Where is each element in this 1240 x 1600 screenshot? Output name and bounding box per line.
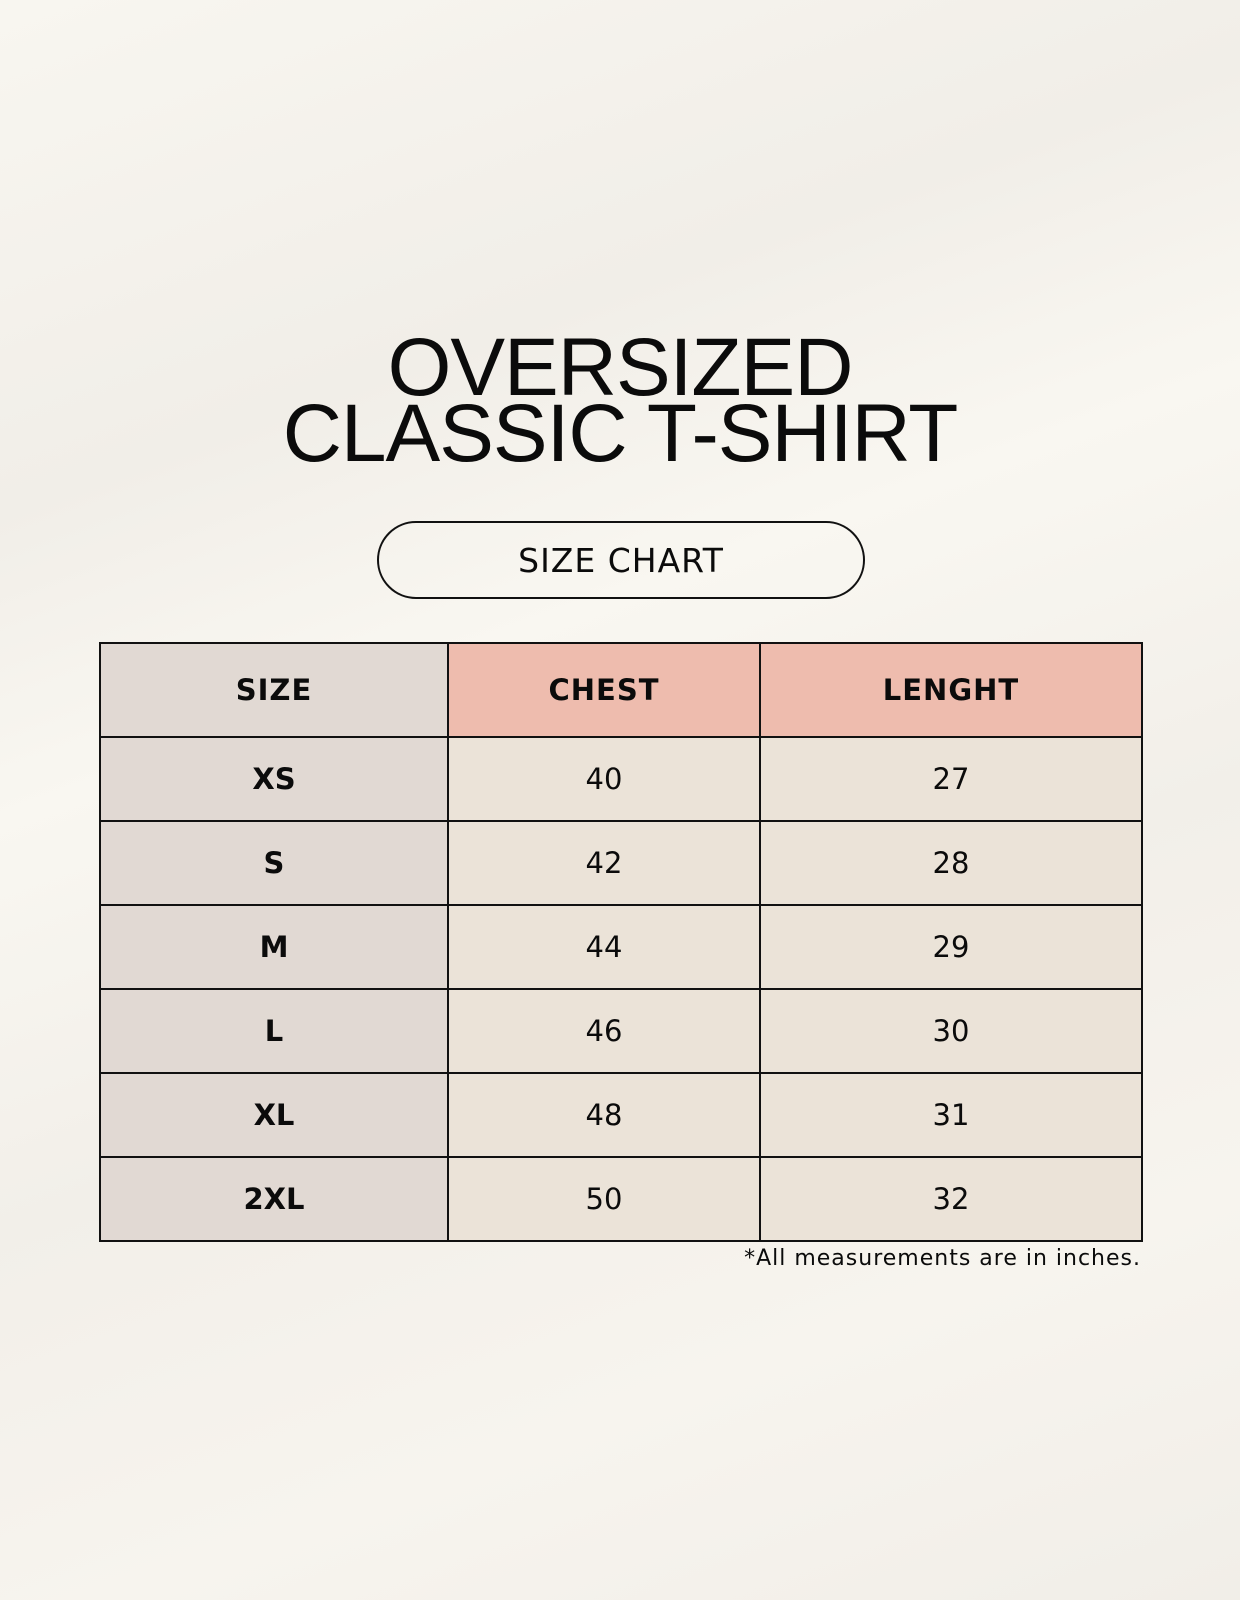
table-row: XL 48 31 bbox=[99, 1072, 1144, 1158]
table-row: 2XL 50 32 bbox=[99, 1156, 1144, 1242]
length-cell: 31 bbox=[758, 1072, 1144, 1158]
table-row: XS 40 27 bbox=[99, 736, 1144, 822]
header-length: LENGHT bbox=[758, 642, 1144, 738]
table-row: M 44 29 bbox=[99, 904, 1144, 990]
length-cell: 32 bbox=[758, 1156, 1144, 1242]
page-title: OVERSIZED CLASSIC T-SHIRT bbox=[0, 322, 1240, 479]
footnote: *All measurements are in inches. bbox=[744, 1246, 1141, 1271]
size-chart-badge: SIZE CHART bbox=[377, 521, 865, 599]
chest-cell: 48 bbox=[447, 1072, 761, 1158]
chest-cell: 44 bbox=[447, 904, 761, 990]
length-cell: 30 bbox=[758, 988, 1144, 1074]
header-size: SIZE bbox=[99, 642, 449, 738]
size-cell: XL bbox=[99, 1072, 449, 1158]
title-line-2: CLASSIC T-SHIRT bbox=[282, 388, 959, 479]
length-cell: 28 bbox=[758, 820, 1144, 906]
size-cell: S bbox=[99, 820, 449, 906]
table-header-row: SIZE CHEST LENGHT bbox=[99, 642, 1144, 738]
size-cell: M bbox=[99, 904, 449, 990]
chest-cell: 42 bbox=[447, 820, 761, 906]
chest-cell: 50 bbox=[447, 1156, 761, 1242]
size-cell: 2XL bbox=[99, 1156, 449, 1242]
length-cell: 27 bbox=[758, 736, 1144, 822]
table-row: S 42 28 bbox=[99, 820, 1144, 906]
size-table: SIZE CHEST LENGHT XS 40 27 S 42 28 M 44 29 L 46 30 X… bbox=[99, 642, 1144, 1242]
title-line-1: OVERSIZED bbox=[387, 322, 854, 413]
size-cell: XS bbox=[99, 736, 449, 822]
header-chest: CHEST bbox=[447, 642, 761, 738]
chest-cell: 40 bbox=[447, 736, 761, 822]
length-cell: 29 bbox=[758, 904, 1144, 990]
chest-cell: 46 bbox=[447, 988, 761, 1074]
size-cell: L bbox=[99, 988, 449, 1074]
table-row: L 46 30 bbox=[99, 988, 1144, 1074]
